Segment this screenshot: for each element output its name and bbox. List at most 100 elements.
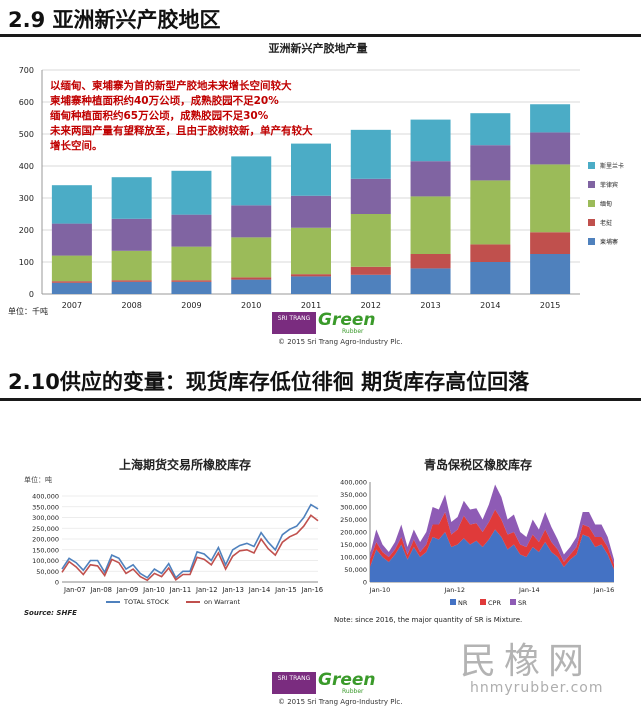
bar-segment [350, 129, 391, 179]
y-tick-label: 200,000 [32, 536, 59, 544]
note-label: Note: since 2016, the major quantity of … [334, 616, 522, 624]
bar-segment [410, 161, 451, 197]
shfe-line-chart: 上海期货交易所橡胶库存 单位：吨 0 50,000 100,000 150,000 20… [24, 457, 324, 617]
legend-label: on Warrant [204, 598, 240, 606]
bar-segment [530, 254, 571, 294]
watermark-text: 民橡网 [460, 641, 593, 682]
bar-segment [171, 280, 212, 282]
x-tick-label: 2008 [121, 301, 141, 310]
copyright-text: © 2015 Sri Trang Agro-Industry Plc. [278, 698, 403, 706]
y-tick-label: 100 [19, 258, 34, 267]
bar-segment [530, 132, 571, 165]
legend-label: 菲律宾 [600, 181, 618, 189]
legend-label: TOTAL STOCK [123, 598, 169, 606]
y-tick-label: 0 [55, 579, 59, 587]
bar-segment [470, 145, 511, 181]
x-tick-label: Jan-07 [63, 586, 86, 594]
bar-segment [410, 268, 451, 294]
bar-segment [111, 280, 152, 282]
bar-segment [470, 262, 511, 294]
y-tick-label: 50,000 [344, 566, 367, 574]
y-tick-label: 600 [19, 98, 34, 107]
legend-label: CPR [488, 599, 501, 607]
y-tick-label: 300 [19, 194, 34, 203]
bar-segment [291, 143, 331, 196]
legend-swatch [480, 599, 486, 605]
y-tick-label: 250,000 [32, 525, 59, 533]
bar-segment [171, 246, 212, 281]
bar-segment [350, 274, 391, 294]
bar-segment [231, 277, 272, 280]
x-tick-label: 2010 [241, 301, 261, 310]
bar-segment [350, 266, 391, 275]
x-tick-label: Jan-15 [274, 586, 297, 594]
bar-segment [111, 218, 152, 251]
annotation-line: 以缅甸、柬埔寨为首的新型产胶地未来增长空间较大 [50, 79, 292, 92]
x-tick-label: Jan-16 [301, 586, 324, 594]
bar-segment [410, 196, 451, 254]
series-line [61, 514, 319, 582]
legend-label: 缅甸 [600, 200, 612, 208]
logo-sub: Rubber [342, 328, 364, 335]
x-tick-label: 2015 [540, 301, 560, 310]
bar-segment [350, 214, 391, 267]
bar-segment [291, 274, 331, 277]
legend-swatch [450, 599, 456, 605]
bar-segment [291, 227, 331, 275]
bar-segment [171, 170, 212, 215]
y-tick-label: 50,000 [36, 568, 59, 576]
x-tick-label: Jan-10 [369, 586, 391, 594]
bar-segment [51, 223, 92, 256]
legend-swatch [588, 238, 595, 245]
qingdao-area-chart: 青岛保税区橡胶库存 0 50,000 100,000 150,000 200,000 25… [334, 457, 615, 624]
legend-label: 柬埔寨 [600, 238, 618, 246]
bar-segment [231, 237, 272, 278]
logo-brand: Green [318, 670, 376, 690]
chart-title: 青岛保税区橡胶库存 [424, 457, 532, 472]
bar-segment [231, 279, 272, 294]
legend-label: NR [458, 599, 468, 607]
x-tick-label: 2012 [361, 301, 381, 310]
x-tick-label: Jan-09 [116, 586, 139, 594]
bar-segment [410, 254, 451, 269]
y-tick-label: 200,000 [340, 529, 367, 537]
bar-segment [530, 164, 571, 233]
bar-segment [51, 281, 92, 283]
x-tick-label: Jan-14 [248, 586, 271, 594]
annotation-line: 未来两国产量有望释放至，且由于胶树较新，单产有较大 [49, 124, 313, 137]
bar-segment [470, 244, 511, 262]
unit-label: 单位：吨 [24, 475, 52, 484]
annotation-line: 柬埔寨种植面积约40万公顷，成熟胶园不足20% [49, 94, 279, 107]
x-tick-label: 2013 [420, 301, 440, 310]
y-tick-label: 0 [29, 290, 34, 299]
x-tick-label: Jan-13 [221, 586, 244, 594]
y-tick-label: 500 [19, 130, 34, 139]
copyright-text: © 2015 Sri Trang Agro-Industry Plc. [278, 338, 403, 346]
bar-segment [51, 255, 92, 282]
bar-segment [291, 195, 331, 228]
y-tick-label: 100,000 [32, 557, 59, 565]
bar-segment [51, 282, 92, 294]
stacked-bar-chart: 亚洲新兴产胶地产量 2007 2008 2009 2010 2011 2012 2013 20… [8, 41, 624, 316]
y-tick-label: 0 [363, 579, 367, 587]
legend-swatch [588, 162, 595, 169]
bar-segment [470, 180, 511, 245]
annotation-line: 缅甸种植面积约65万公顷，成熟胶园不足30% [50, 109, 269, 122]
bar-segment [171, 214, 212, 247]
bar-segment [410, 119, 451, 162]
section-title-asia: 2.9 亚洲新兴产胶地区 [8, 8, 221, 32]
bar-segment [51, 185, 92, 224]
x-tick-label: Jan-12 [195, 586, 218, 594]
bar-segment [231, 156, 272, 206]
bar-segment [530, 104, 571, 133]
logo-brand: Green [318, 310, 376, 330]
x-tick-label: Jan-12 [443, 586, 465, 594]
bar-segment [111, 177, 152, 219]
watermark-url: hnmyrubber.com [470, 680, 604, 696]
x-tick-label: Jan-14 [518, 586, 540, 594]
x-tick-label: Jan-10 [142, 586, 165, 594]
x-tick-label: 2007 [62, 301, 82, 310]
legend-label: 老挝 [600, 219, 612, 227]
x-tick-label: Jan-16 [593, 586, 615, 594]
area-series [370, 529, 614, 582]
